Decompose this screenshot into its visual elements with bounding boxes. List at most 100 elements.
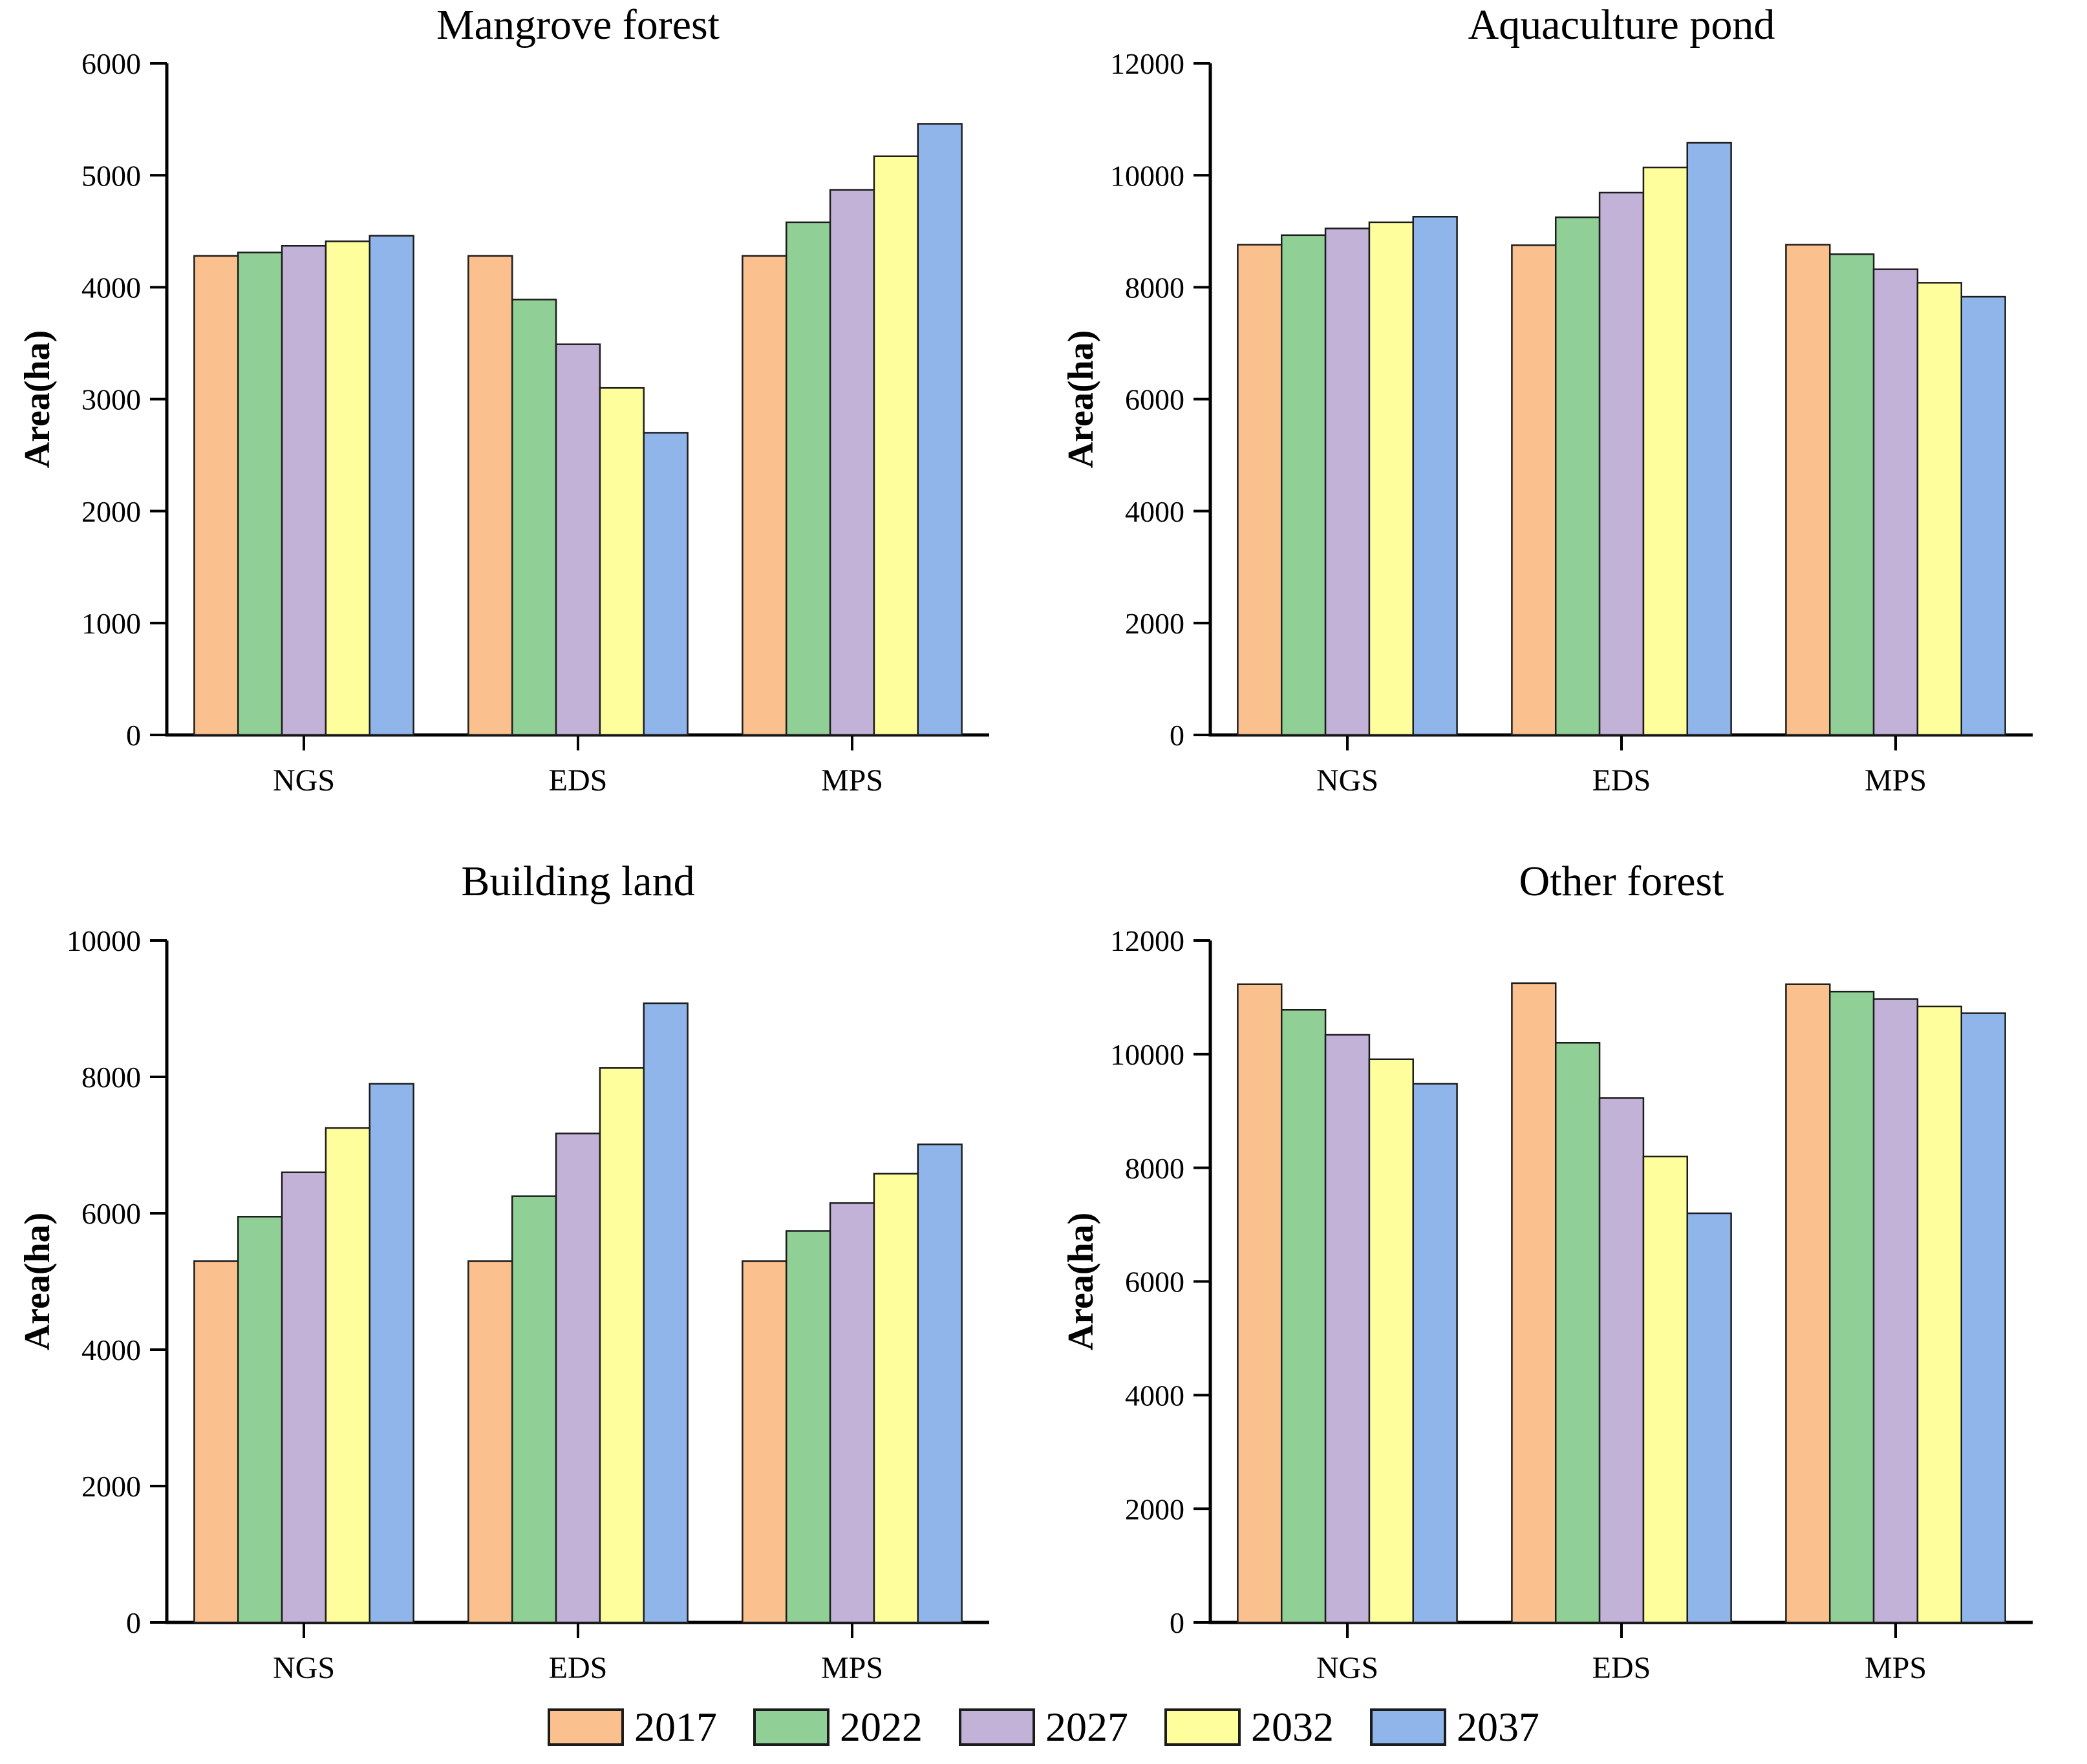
bar-MPS-2027	[829, 189, 875, 736]
bar-MPS-2017	[1785, 244, 1831, 736]
y-tick-label: 0	[1170, 1606, 1184, 1639]
y-tick-label: 2000	[1125, 607, 1184, 640]
bar-NGS-2017	[193, 1260, 239, 1624]
bar-NGS-2032	[325, 240, 371, 736]
bar-MPS-2027	[1872, 998, 1919, 1624]
bar-EDS-2017	[467, 255, 513, 736]
legend-item-2022: 2022	[753, 1706, 923, 1748]
legend-swatch-2017	[548, 1708, 624, 1746]
y-tick-label: 5000	[81, 159, 141, 192]
y-tick-label: 2000	[81, 1470, 141, 1503]
legend-label-2037: 2037	[1457, 1703, 1539, 1750]
chart-title: Other forest	[1519, 858, 1724, 905]
bar-NGS-2017	[1237, 983, 1283, 1624]
legend-item-2032: 2032	[1164, 1706, 1334, 1748]
bar-NGS-2027	[1324, 1034, 1371, 1624]
y-tick-label: 10000	[1110, 1038, 1184, 1071]
bar-MPS-2022	[1828, 990, 1875, 1624]
bar-EDS-2032	[599, 1067, 645, 1624]
chart-mangrove-forest: Mangrove forest Area(ha) 0 1000 2000 3000 4000…	[0, 0, 1044, 818]
chart-title: Building land	[461, 858, 694, 905]
bar-MPS-2017	[742, 1260, 787, 1624]
bar-MPS-2022	[785, 1230, 831, 1624]
bar-NGS-2037	[1412, 1083, 1458, 1624]
bar-MPS-2032	[1916, 282, 1963, 736]
y-axis-label: Area(ha)	[1061, 330, 1101, 469]
legend-swatch-2032	[1164, 1708, 1241, 1746]
chart-canvas: Building land Area(ha) 0 2000 4000 6000 8000 10…	[17, 858, 989, 1685]
bar-EDS-2032	[1642, 1155, 1689, 1624]
y-tick-label: 8000	[1125, 1152, 1184, 1185]
bar-EDS-2017	[1511, 982, 1557, 1624]
chart-canvas: Other forest Area(ha) 0 2000 4000 6000 8000 100…	[1061, 858, 2033, 1685]
y-tick-label: 12000	[1110, 924, 1184, 957]
bar-MPS-2027	[1872, 268, 1919, 736]
bar-EDS-2027	[555, 1132, 601, 1624]
y-tick-label: 10000	[67, 924, 141, 957]
bar-NGS-2022	[237, 251, 283, 736]
y-tick-label: 4000	[1125, 1379, 1184, 1412]
bar-EDS-2022	[1554, 1042, 1601, 1624]
bar-NGS-2037	[1412, 215, 1458, 736]
bar-EDS-2027	[555, 343, 601, 736]
y-axis-label: Area(ha)	[17, 1213, 58, 1351]
legend-swatch-2027	[959, 1708, 1035, 1746]
bar-MPS-2027	[829, 1202, 875, 1624]
bar-MPS-2032	[873, 1173, 919, 1624]
bar-MPS-2017	[742, 255, 787, 736]
y-tick-label: 4000	[81, 271, 141, 304]
y-tick-label: 12000	[1110, 47, 1184, 80]
bar-EDS-2022	[511, 299, 557, 736]
chart-other-forest: Other forest Area(ha) 0 2000 4000 6000 8000 100…	[1044, 818, 2087, 1687]
legend-label-2022: 2022	[840, 1703, 923, 1750]
bar-EDS-2022	[1554, 216, 1601, 736]
chart-title: Aquaculture pond	[1468, 1, 1775, 48]
y-tick-label: 0	[126, 1606, 141, 1639]
y-axis-label: Area(ha)	[17, 330, 58, 469]
bar-MPS-2037	[917, 123, 963, 736]
bar-NGS-2032	[1368, 1058, 1415, 1624]
x-tick-label: MPS	[1865, 763, 1927, 798]
legend-label-2027: 2027	[1045, 1703, 1128, 1750]
bar-NGS-2032	[325, 1127, 371, 1624]
bar-EDS-2032	[1642, 166, 1689, 736]
chart-title: Mangrove forest	[436, 1, 720, 48]
legend-swatch-2022	[753, 1708, 829, 1746]
bar-MPS-2032	[873, 155, 919, 736]
bar-MPS-2037	[917, 1143, 963, 1624]
bar-NGS-2037	[369, 235, 414, 736]
bar-MPS-2022	[1828, 253, 1875, 736]
bar-EDS-2017	[467, 1260, 513, 1624]
y-tick-label: 4000	[81, 1334, 141, 1366]
y-tick-label: 8000	[1125, 271, 1184, 304]
legend-item-2027: 2027	[959, 1706, 1128, 1748]
bar-NGS-2027	[281, 245, 327, 736]
y-tick-label: 0	[1170, 719, 1184, 752]
bar-EDS-2037	[643, 432, 689, 736]
y-tick-label: 6000	[81, 1197, 141, 1230]
x-tick-label: EDS	[549, 1651, 608, 1685]
x-tick-label: MPS	[821, 1651, 883, 1685]
x-tick-label: MPS	[1865, 1651, 1927, 1685]
x-tick-label: EDS	[1592, 1651, 1651, 1685]
bar-NGS-2022	[1280, 234, 1327, 736]
legend-label-2017: 2017	[634, 1703, 717, 1750]
bar-MPS-2017	[1785, 983, 1831, 1624]
bar-EDS-2022	[511, 1195, 557, 1624]
bar-MPS-2032	[1916, 1005, 1963, 1624]
bar-NGS-2022	[237, 1216, 283, 1624]
legend-label-2032: 2032	[1251, 1703, 1334, 1750]
y-tick-label: 8000	[81, 1061, 141, 1094]
bar-EDS-2027	[1598, 1097, 1645, 1624]
y-axis-label: Area(ha)	[1061, 1213, 1101, 1351]
legend-item-2037: 2037	[1370, 1706, 1539, 1748]
bar-MPS-2037	[1960, 1012, 2006, 1624]
y-tick-label: 3000	[81, 383, 141, 416]
bar-NGS-2027	[281, 1171, 327, 1624]
y-tick-label: 1000	[81, 607, 141, 640]
y-tick-label: 2000	[81, 495, 141, 528]
y-tick-label: 10000	[1110, 159, 1184, 192]
chart-canvas: Mangrove forest Area(ha) 0 1000 2000 3000 4000…	[17, 1, 989, 798]
bar-EDS-2032	[599, 387, 645, 736]
